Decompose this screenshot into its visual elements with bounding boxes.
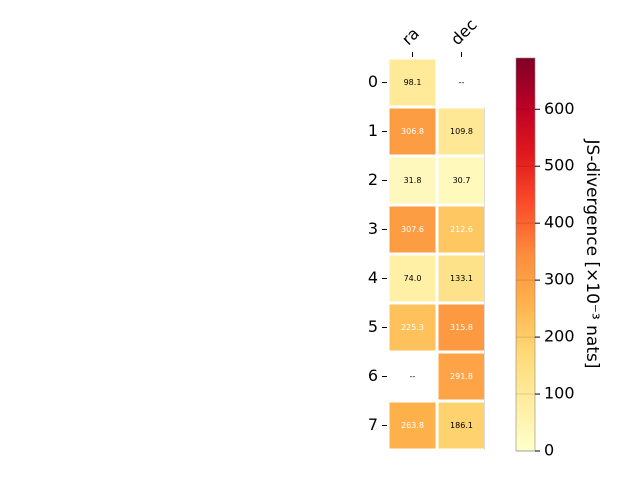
- colorbar-tick-label: 100: [544, 384, 575, 403]
- column-tick-label: dec: [447, 15, 481, 49]
- colorbar-tick-label: 600: [544, 99, 575, 118]
- cell-value-label: 225.3: [401, 323, 424, 332]
- cell-value-label: 98.1: [404, 78, 422, 87]
- cell-value-label: 291.8: [450, 372, 473, 381]
- row-tick-label: 6: [368, 366, 378, 385]
- heatmap-cell: [386, 252, 439, 305]
- row-tick-label: 1: [368, 121, 378, 140]
- cell-value-label: 263.8: [401, 421, 424, 430]
- cell-value-label: 306.8: [401, 127, 424, 136]
- column-tick-label: ra: [398, 24, 423, 49]
- cell-value-label: 74.0: [404, 274, 422, 283]
- row-tick-label: 3: [368, 219, 378, 238]
- cell-value-label: 31.8: [404, 176, 422, 185]
- cell-value-label: 212.6: [450, 225, 473, 234]
- heatmap-cell: [435, 399, 488, 452]
- cell-value-label: 133.1: [450, 274, 473, 283]
- cell-missing-label: --: [410, 372, 416, 381]
- colorbar: JS-divergence [×10⁻³ nats] 0 100 200 300 400…: [515, 57, 602, 460]
- colorbar-tick-label: 500: [544, 156, 575, 175]
- cell-value-label: 315.8: [450, 323, 473, 332]
- row-tick-label: 2: [368, 170, 378, 189]
- colorbar-tick-label: 200: [544, 327, 575, 346]
- row-tick-label: 7: [368, 415, 378, 434]
- cell-value-label: 30.7: [453, 176, 471, 185]
- colorbar-tick-label: 300: [544, 270, 575, 289]
- cell-missing-label: --: [459, 78, 465, 87]
- colorbar-tick-label: 400: [544, 213, 575, 232]
- heatmap-cell: [386, 301, 439, 354]
- cell-value-label: 307.6: [401, 225, 424, 234]
- colorbar-gradient: [515, 57, 536, 452]
- row-tick-label: 5: [368, 317, 378, 336]
- cell-value-label: 109.8: [450, 127, 473, 136]
- colorbar-title: JS-divergence [×10⁻³ nats]: [582, 139, 602, 369]
- row-tick-label: 0: [368, 72, 378, 91]
- row-tick-label: 4: [368, 268, 378, 287]
- colorbar-tick-label: 0: [544, 441, 554, 460]
- cell-value-label: 186.1: [450, 421, 473, 430]
